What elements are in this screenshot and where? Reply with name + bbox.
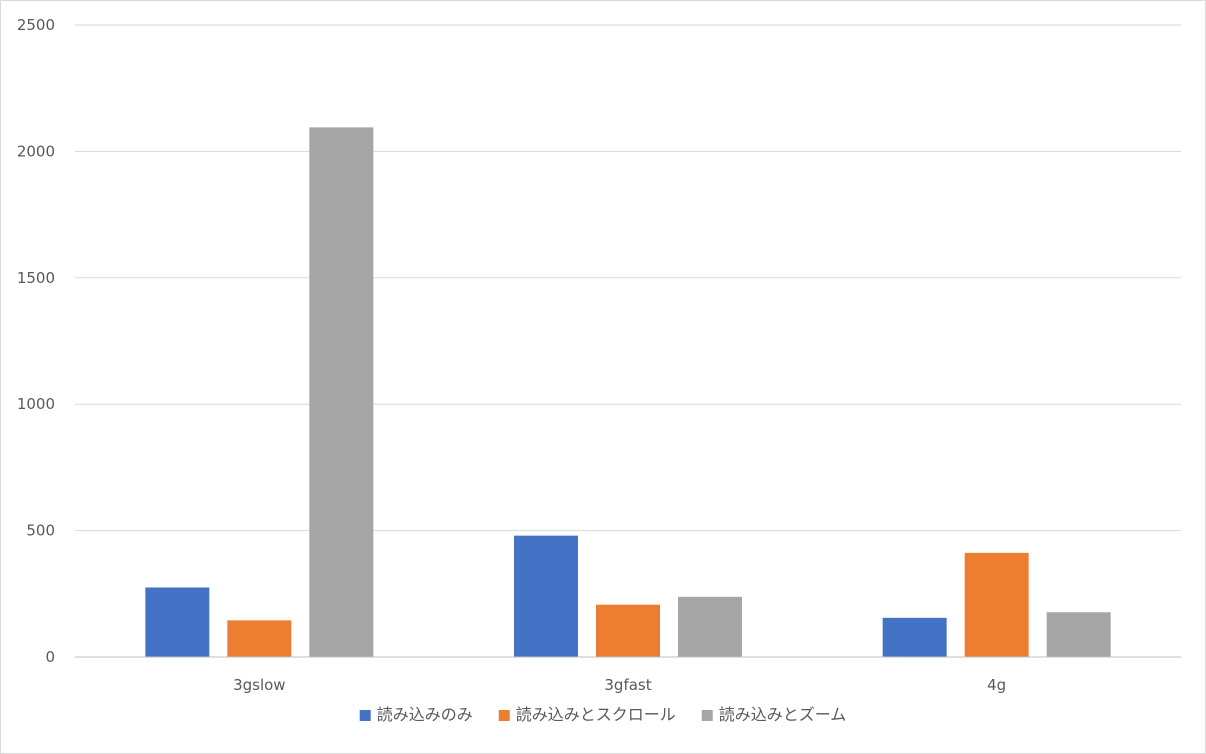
gridlines xyxy=(75,24,1181,532)
bar-4g-series-0 xyxy=(882,617,947,657)
legend-item-2: 読み込みとズーム xyxy=(701,705,847,724)
x-axis-ticks: 3gslow 3gfast 4g xyxy=(233,676,1006,694)
bar-3gfast-series-2 xyxy=(678,596,742,657)
legend-swatch xyxy=(498,710,510,721)
y-tick-label: 0 xyxy=(45,648,55,666)
x-tick-label: 4g xyxy=(987,676,1006,694)
x-tick-label: 3gfast xyxy=(604,676,651,694)
bar-4g-series-2 xyxy=(1046,612,1111,657)
legend-item-1: 読み込みとスクロール xyxy=(498,705,676,724)
legend-swatch xyxy=(359,710,371,721)
legend-label: 読み込みのみ xyxy=(377,705,473,724)
y-tick-label: 2500 xyxy=(17,16,55,34)
bar-3gslow-series-1 xyxy=(227,620,292,657)
legend-label: 読み込みとズーム xyxy=(719,705,847,724)
y-tick-label: 1500 xyxy=(17,269,55,287)
legend-swatch xyxy=(701,710,713,721)
bar-4g-series-1 xyxy=(964,552,1029,657)
bar-3gslow-series-0 xyxy=(145,587,210,657)
y-tick-label: 1000 xyxy=(17,395,55,413)
bars xyxy=(145,127,1111,657)
x-tick-label: 3gslow xyxy=(233,676,286,694)
bar-3gfast-series-1 xyxy=(596,604,660,657)
legend: 読み込みのみ 読み込みとスクロール 読み込みとズーム xyxy=(359,705,847,724)
bar-3gfast-series-0 xyxy=(514,535,578,657)
legend-label: 読み込みとスクロール xyxy=(516,705,676,724)
y-axis-ticks: 0 500 1000 1500 2000 2500 xyxy=(17,16,55,666)
y-tick-label: 500 xyxy=(26,522,55,540)
bar-3gslow-series-2 xyxy=(309,127,374,657)
y-tick-label: 2000 xyxy=(17,142,55,160)
legend-item-0: 読み込みのみ xyxy=(359,705,473,724)
